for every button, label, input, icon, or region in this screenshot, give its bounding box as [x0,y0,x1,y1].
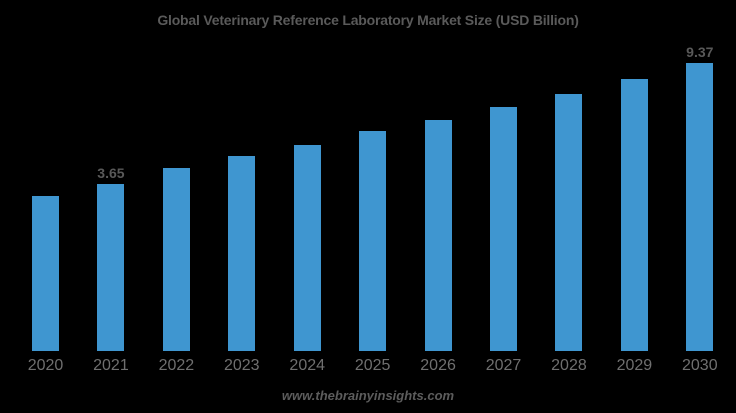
value-label-2021: 3.65 [97,164,125,181]
x-tick-2023: 2023 [223,357,260,374]
bar-2028 [555,94,583,351]
x-tick-2022: 2022 [158,357,195,374]
x-tick-2021: 2021 [93,357,129,374]
x-tick-2024: 2024 [289,357,326,374]
bar-2023 [228,155,256,351]
plot-area: 3.65 9.37 [32,43,714,351]
x-tick-2026: 2026 [420,357,456,374]
x-tick-2020: 2020 [27,357,64,374]
x-tick-2027: 2027 [485,357,522,374]
x-axis: 2020 2021 2022 2023 2024 2025 2026 2027 2028 2029… [0,358,736,376]
bar-2024 [293,145,321,351]
bar-2021 [97,183,125,351]
chart-title: Global Veterinary Reference Laboratory M… [157,12,579,28]
x-tick-2028: 2028 [551,357,587,374]
value-label-2030: 9.37 [686,43,714,60]
bar-2029 [620,78,648,351]
bar-2022 [162,168,190,351]
bar-2026 [424,119,452,351]
bar-2020 [32,196,59,351]
bar-2027 [490,106,517,351]
bar-2025 [359,130,387,351]
x-tick-2029: 2029 [616,357,653,374]
x-tick-2025: 2025 [354,357,391,374]
x-tick-2030: 2030 [682,357,718,374]
website-text: www.thebrainyinsights.com [281,388,455,403]
bar-2030 [686,62,714,351]
